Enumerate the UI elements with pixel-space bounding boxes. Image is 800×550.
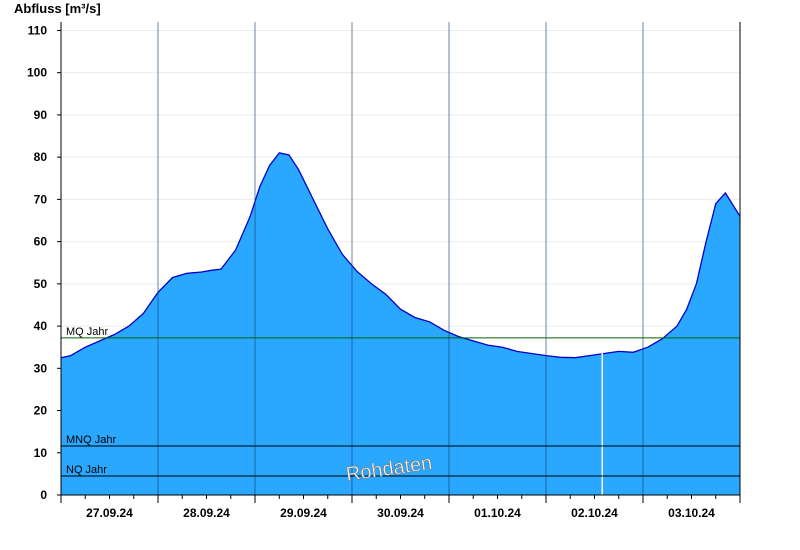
x-tick-label: 01.10.24 (474, 506, 521, 520)
x-tick-label: 30.09.24 (377, 506, 424, 520)
y-tick-label: 30 (34, 361, 48, 375)
y-tick-label: 0 (40, 488, 47, 502)
y-tick-label: 60 (34, 235, 48, 249)
x-tick-label: 28.09.24 (183, 506, 230, 520)
x-tick-label: 02.10.24 (571, 506, 618, 520)
y-tick-label: 20 (34, 404, 48, 418)
reference-lines: MQ Jahr MNQ Jahr NQ Jahr (61, 326, 740, 477)
y-tick-label: 50 (34, 277, 48, 291)
y-tick-label: 90 (34, 108, 48, 122)
y-tick-label: 110 (28, 23, 48, 37)
reference-line-label: MNQ Jahr (66, 434, 116, 446)
y-tick-label: 70 (34, 192, 48, 206)
x-tick-label: 27.09.24 (86, 506, 133, 520)
x-tick-label: 29.09.24 (280, 506, 327, 520)
y-tick-label: 80 (34, 150, 48, 164)
reference-line-label: NQ Jahr (66, 464, 107, 476)
y-tick-label: 40 (34, 319, 48, 333)
y-tick-label: 100 (27, 66, 47, 80)
day-divider-lines (157, 22, 644, 495)
axes (57, 22, 741, 503)
x-tick-labels: 27.09.24 28.09.24 29.09.24 30.09.24 01.10.24… (86, 506, 715, 520)
y-axis-label: Abfluss [m³/s] (14, 1, 101, 16)
x-tick-label: 03.10.24 (668, 506, 715, 520)
y-tick-label: 10 (34, 446, 48, 460)
discharge-area (61, 152, 740, 495)
reference-line-label: MQ Jahr (66, 326, 109, 338)
discharge-line (60, 152, 741, 359)
y-tick-labels: 0 10 20 30 40 50 60 70 80 90 100 110 (27, 23, 47, 502)
